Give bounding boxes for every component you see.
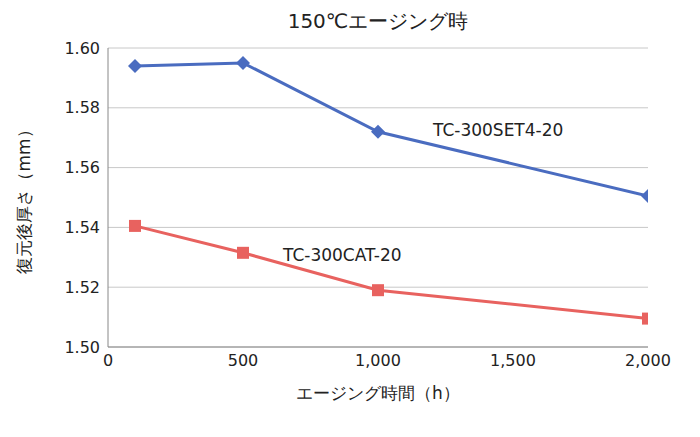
html-text:150℃エージング時: 150℃エージング時 — [287, 9, 469, 33]
svg-text:1,000: 1,000 — [355, 351, 401, 370]
svg-text:2,000: 2,000 — [625, 351, 671, 370]
svg-text:1.60: 1.60 — [64, 39, 100, 58]
svg-text:1.52: 1.52 — [64, 278, 100, 297]
svg-text:TC-300SET4-20: TC-300SET4-20 — [432, 120, 563, 140]
svg-text:1.58: 1.58 — [64, 98, 100, 117]
svg-text:TC-300CAT-20: TC-300CAT-20 — [282, 245, 402, 265]
svg-text:1.54: 1.54 — [64, 218, 100, 237]
svg-text:1.56: 1.56 — [64, 158, 100, 177]
svg-text:500: 500 — [228, 351, 259, 370]
svg-text:エージング時間（h）: エージング時間（h） — [296, 383, 460, 403]
svg-text:0: 0 — [103, 351, 113, 370]
svg-text:復元後厚さ（mm）: 復元後厚さ（mm） — [14, 121, 34, 273]
svg-text:1.50: 1.50 — [64, 338, 100, 357]
svg-text:1,500: 1,500 — [490, 351, 536, 370]
